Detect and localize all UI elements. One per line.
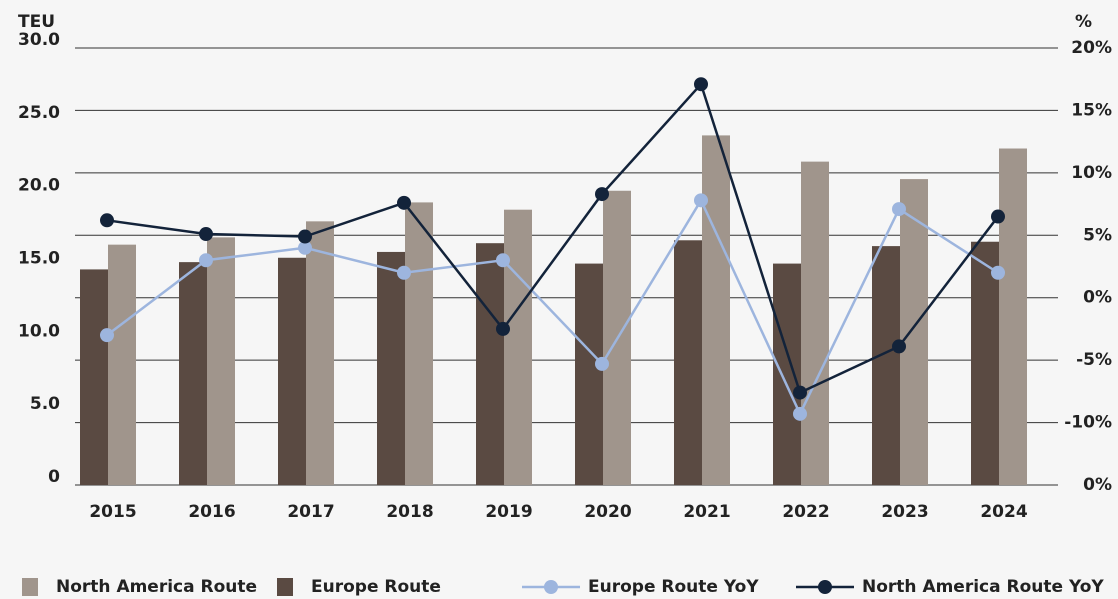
y2-tick-label: 20% [1071,38,1112,58]
bar [999,148,1027,485]
y-tick-label: 10.0 [18,321,60,341]
point [298,229,312,244]
bar [377,251,405,485]
y2-tick-label: 0% [1083,288,1112,308]
y-tick-label: 15.0 [18,249,60,269]
bar [278,257,306,485]
y2-tick-label: 10% [1071,163,1112,183]
legend-swatch [22,578,38,596]
y2-tick-label: -10% [1064,413,1112,433]
y-axis-label: TEU [18,12,55,32]
x-tick-label: 2021 [683,502,730,522]
y-tick-label: 5.0 [30,394,60,414]
bar [504,209,532,485]
y-tick-label: 25.0 [18,103,60,123]
bar [179,262,207,485]
y-tick-label: 0 [48,467,60,487]
point [397,265,411,280]
x-tick-label: 2015 [89,502,136,522]
bar [405,202,433,485]
point [199,227,213,242]
point [793,385,807,400]
legend-label: North America Route [56,577,257,597]
x-tick-label: 2019 [485,502,532,522]
y2-tick-label: -5% [1076,350,1112,370]
bar [207,237,235,485]
legend-swatch [544,580,558,594]
x-tick-label: 2018 [386,502,433,522]
y2-axis-label: % [1075,12,1092,32]
bar [674,240,702,485]
y2-tick-label: 15% [1071,100,1112,120]
point [991,209,1005,224]
x-tick-label: 2020 [584,502,631,522]
x-tick-label: 2024 [980,502,1027,522]
point [199,253,213,268]
y-tick-label: 30.0 [18,30,60,50]
legend-swatch [818,580,832,594]
line [106,197,999,417]
legend-label: Europe Route YoY [588,577,759,597]
point [397,195,411,210]
point [100,328,114,343]
bar [971,241,999,485]
bar [306,221,334,486]
point [793,406,807,421]
x-tick-label: 2017 [287,502,334,522]
legend-swatch [277,578,293,596]
point [496,253,510,268]
point [496,321,510,336]
x-tick-label: 2016 [188,502,235,522]
bar [872,246,900,485]
bar [801,161,829,485]
bar [702,135,730,485]
point [991,265,1005,280]
legend-label: Europe Route [311,577,441,597]
x-tick-label: 2022 [782,502,829,522]
bar [900,179,928,485]
bar [80,269,108,485]
point [595,356,609,371]
line [106,81,999,395]
point [694,193,708,208]
point [892,202,906,217]
legend-label: North America Route YoY [862,577,1104,597]
y2-tick-label: 5% [1083,225,1112,245]
x-tick-label: 2023 [881,502,928,522]
bar [773,263,801,485]
point [892,339,906,354]
point [694,77,708,92]
bar [476,243,504,485]
point [298,240,312,255]
bar [575,263,603,485]
y2-tick-label: 0% [1083,475,1112,495]
point [100,213,114,228]
bar [108,244,136,485]
y-tick-label: 20.0 [18,176,60,196]
point [595,187,609,202]
